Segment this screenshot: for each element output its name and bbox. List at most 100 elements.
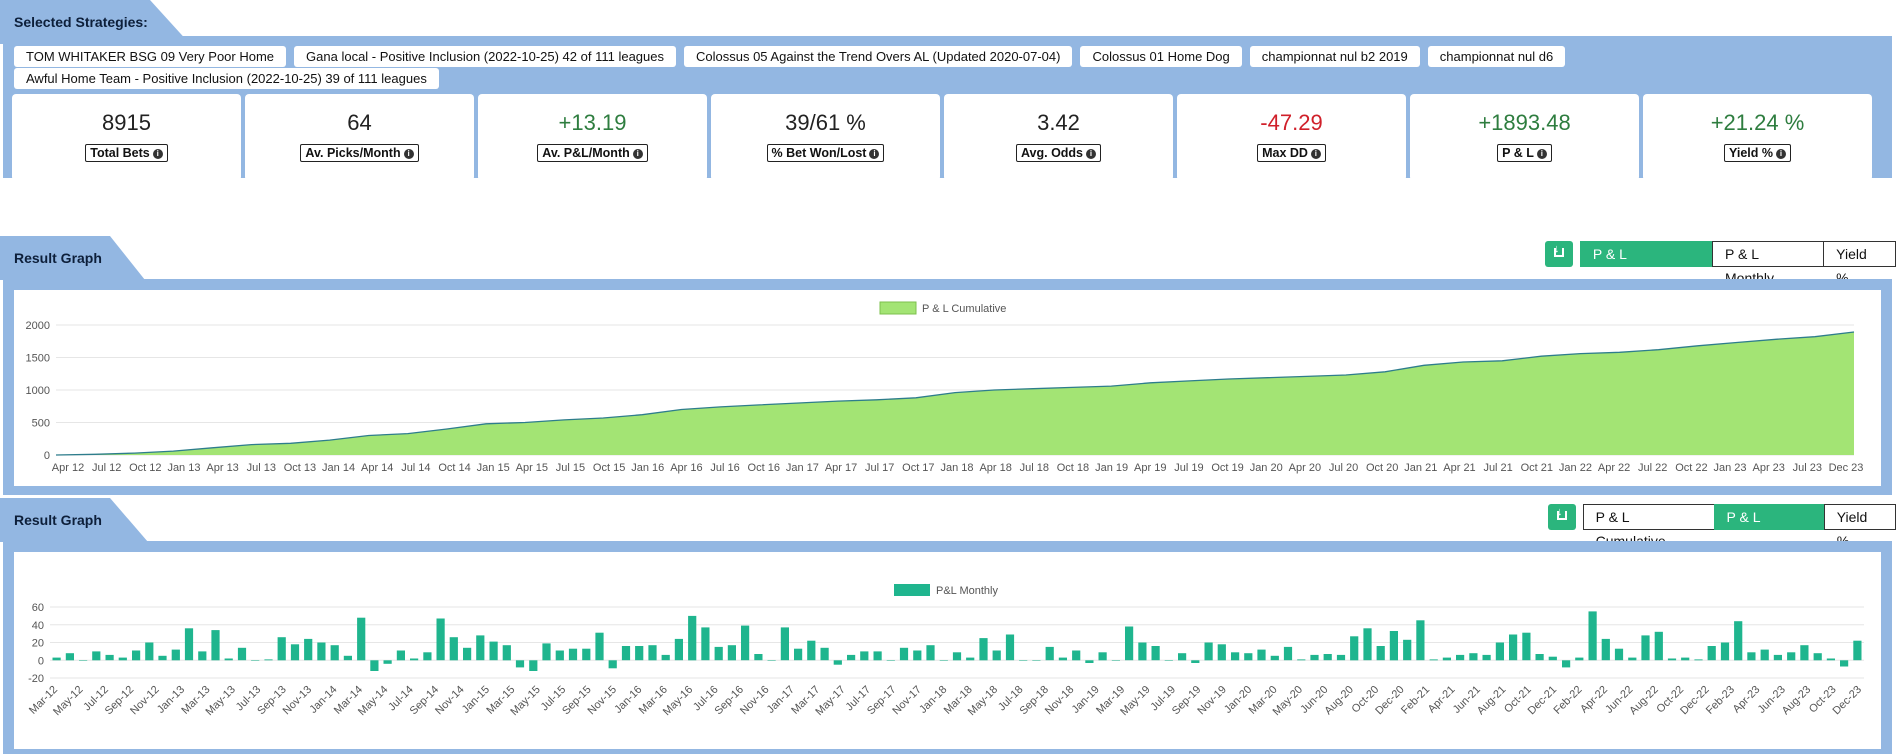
bar xyxy=(979,638,988,661)
bar xyxy=(661,654,670,661)
bar xyxy=(1641,635,1650,661)
stat-value: 64 xyxy=(347,110,372,135)
x-tick-label: Aug-20 xyxy=(1322,684,1356,718)
graph2-controls: P & L Cumulative P & L Monthly Yield % xyxy=(1548,504,1896,549)
bar xyxy=(1283,646,1293,661)
stat-label: Av. Picks/Month xyxy=(305,146,401,160)
stat-label: Avg. Odds xyxy=(1020,146,1084,160)
info-icon[interactable]: i xyxy=(869,148,880,159)
bar xyxy=(184,628,194,661)
bar xyxy=(1005,634,1015,661)
bar xyxy=(251,660,260,661)
bar xyxy=(410,658,419,661)
x-tick-label: Oct 18 xyxy=(1057,462,1089,474)
x-tick-label: Oct 22 xyxy=(1675,462,1707,474)
x-tick-label: Dec-23 xyxy=(1831,684,1865,718)
bar xyxy=(1138,642,1147,661)
bar xyxy=(1681,657,1690,661)
bar xyxy=(1257,649,1266,661)
bar xyxy=(1787,652,1796,661)
bar xyxy=(304,638,313,661)
x-tick-label: Nov-14 xyxy=(433,684,467,718)
graph1-btn-yield[interactable]: Yield % xyxy=(1823,241,1896,286)
stat-value: +13.19 xyxy=(558,110,627,135)
x-tick-label: Apr 14 xyxy=(361,462,393,474)
bar xyxy=(1058,657,1067,661)
x-tick-label: Jul 21 xyxy=(1483,462,1512,474)
bar xyxy=(1826,658,1835,661)
bar xyxy=(1694,659,1703,661)
stat-total-bets: 8915 Total Bets i xyxy=(12,94,241,181)
bar xyxy=(701,627,710,661)
x-tick-label: Oct 20 xyxy=(1366,462,1398,474)
stat-label: Max DD xyxy=(1262,146,1308,160)
bar xyxy=(529,660,538,671)
monthly-chart-svg: -200204060Mar-12May-12Jul-12Sep-12Nov-12… xyxy=(27,584,1865,718)
area-line xyxy=(55,331,1855,456)
bar xyxy=(1389,631,1398,661)
bar xyxy=(674,638,683,661)
bar xyxy=(767,660,776,661)
bar xyxy=(211,630,220,661)
x-tick-label: Jan 21 xyxy=(1404,462,1437,474)
graph2-btn-yield[interactable]: Yield % xyxy=(1823,504,1896,549)
x-tick-label: Apr 17 xyxy=(825,462,857,474)
info-icon[interactable]: i xyxy=(1086,148,1097,159)
graph1-btn-cumulative[interactable]: P & L Cumulative xyxy=(1579,241,1714,286)
x-tick-label: Nov-19 xyxy=(1195,684,1229,718)
info-icon[interactable]: i xyxy=(1776,148,1786,159)
x-tick-label: Feb-22 xyxy=(1551,684,1584,717)
graph2-btn-cumulative[interactable]: P & L Cumulative xyxy=(1582,504,1715,549)
bar xyxy=(65,653,74,661)
bar xyxy=(794,648,803,661)
x-tick-label: Jul 13 xyxy=(247,462,276,474)
download-icon[interactable] xyxy=(1548,504,1576,530)
stat-label: Total Bets xyxy=(90,146,150,160)
x-tick-label: Nov-16 xyxy=(738,684,772,718)
info-icon[interactable]: i xyxy=(403,148,414,159)
stat-yield: +21.24 % Yield % i xyxy=(1643,94,1872,181)
info-icon[interactable]: i xyxy=(1310,148,1321,159)
bar xyxy=(1376,646,1385,661)
bar xyxy=(52,657,61,661)
x-tick-label: Apr 23 xyxy=(1752,462,1784,474)
bar xyxy=(608,660,617,669)
bar xyxy=(555,650,564,661)
info-icon[interactable]: i xyxy=(632,148,643,159)
strategy-chip[interactable]: Gana local - Positive Inclusion (2022-10… xyxy=(294,46,676,67)
graph2-btn-monthly[interactable]: P & L Monthly xyxy=(1713,504,1825,549)
x-tick-label: Nov-15 xyxy=(586,684,620,718)
strategy-chip[interactable]: Awful Home Team - Positive Inclusion (20… xyxy=(14,68,439,89)
bar xyxy=(582,648,591,661)
strategies-panel: TOM WHITAKER BSG 09 Very Poor Home Gana … xyxy=(3,36,1892,181)
strategy-chip[interactable]: TOM WHITAKER BSG 09 Very Poor Home xyxy=(14,46,287,67)
bar xyxy=(847,654,856,661)
x-tick-label: Apr 13 xyxy=(206,462,238,474)
x-tick-label: Aug-21 xyxy=(1475,684,1509,718)
strategy-chip[interactable]: Colossus 05 Against the Trend Overs AL (… xyxy=(684,46,1073,67)
result-graph-tab-2: Result Graph xyxy=(0,498,148,542)
bar xyxy=(727,645,736,661)
x-tick-label: Feb-23 xyxy=(1704,684,1737,717)
bar xyxy=(1773,654,1782,661)
info-icon[interactable]: i xyxy=(152,148,163,159)
bar xyxy=(1350,636,1359,661)
bar xyxy=(1707,646,1716,661)
info-icon[interactable]: i xyxy=(1536,148,1547,159)
bar xyxy=(1601,638,1610,661)
strategy-chip[interactable]: championnat nul b2 2019 xyxy=(1249,46,1420,67)
bar xyxy=(621,646,631,661)
bar xyxy=(1562,660,1571,668)
bar xyxy=(1164,660,1173,661)
bar xyxy=(1614,648,1624,661)
x-tick-label: Jul 17 xyxy=(865,462,894,474)
strategy-chip[interactable]: championnat nul d6 xyxy=(1427,46,1566,67)
bar xyxy=(688,615,697,661)
download-icon[interactable] xyxy=(1545,241,1573,267)
bar xyxy=(1853,640,1862,661)
strategy-chip[interactable]: Colossus 01 Home Dog xyxy=(1080,46,1242,67)
bar xyxy=(595,632,604,661)
cumulative-chart: 0 500 1000 1500 2000 Apr 12 Jul 12 Oct 12 Jan 13… xyxy=(14,290,1881,486)
graph1-btn-monthly[interactable]: P & L Monthly xyxy=(1712,241,1825,286)
bar xyxy=(1482,654,1491,661)
